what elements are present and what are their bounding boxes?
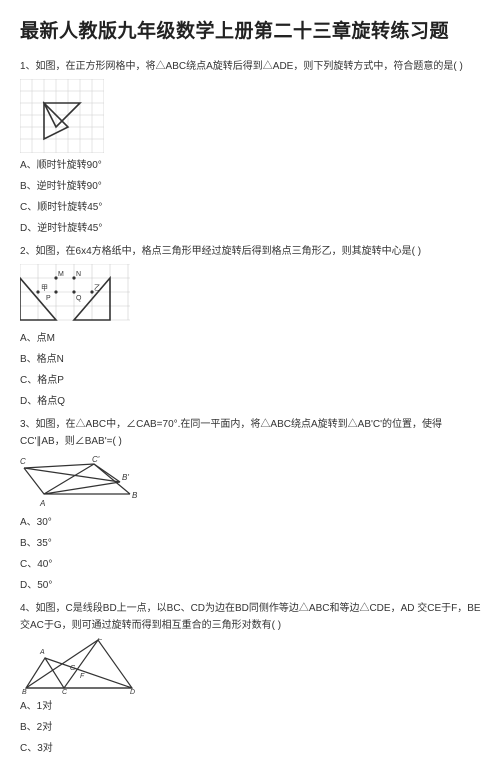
svg-text:B: B [132,491,138,500]
question-2-option-c: C、格点P [20,372,484,389]
question-4-stem: 4、如图，C是线段BD上一点，以BC、CD为边在BD同侧作等边△ABC和等边△C… [20,600,484,634]
svg-text:B': B' [122,473,129,482]
svg-text:A: A [39,649,45,656]
svg-text:乙: 乙 [94,284,101,292]
svg-text:E: E [98,638,103,642]
question-3-option-d: D、50° [20,577,484,594]
question-1-figure [20,79,484,153]
question-2-option-a: A、点M [20,330,484,347]
question-1-option-c: C、顺时针旋转45° [20,199,484,216]
svg-text:P: P [46,295,51,302]
svg-text:C': C' [92,455,100,464]
svg-text:C: C [62,689,68,694]
question-3-figure: C A B C' B' [20,454,484,510]
question-4-figure: B C D A E G F [20,638,484,694]
page-title: 最新人教版九年级数学上册第二十三章旋转练习题 [20,16,484,48]
question-2-figure: 甲 M N Q 乙 P [20,264,484,326]
question-3-option-c: C、40° [20,556,484,573]
question-3-option-b: B、35° [20,535,484,552]
svg-text:C: C [20,457,26,466]
svg-text:F: F [80,673,85,680]
svg-text:A: A [39,499,45,508]
svg-text:B: B [22,689,27,694]
question-4-option-c: C、3对 [20,740,484,757]
svg-text:N: N [76,271,81,278]
question-1-option-b: B、逆时针旋转90° [20,178,484,195]
question-3-option-a: A、30° [20,514,484,531]
svg-text:Q: Q [76,295,82,302]
question-2-option-b: B、格点N [20,351,484,368]
svg-text:D: D [130,689,135,694]
svg-text:M: M [58,271,64,278]
question-1-option-a: A、顺时针旋转90° [20,157,484,174]
question-1-stem: 1、如图，在正方形网格中，将△ABC绕点A旋转后得到△ADE，则下列旋转方式中，… [20,58,484,75]
question-1-option-d: D、逆时针旋转45° [20,220,484,237]
question-3-stem: 3、如图，在△ABC中，∠CAB=70°.在同一平面内，将△ABC绕点A旋转到△… [20,416,484,450]
question-2-stem: 2、如图，在6x4方格纸中，格点三角形甲经过旋转后得到格点三角形乙，则其旋转中心… [20,243,484,260]
question-4-option-b: B、2对 [20,719,484,736]
question-2-option-d: D、格点Q [20,393,484,410]
svg-text:G: G [70,665,76,672]
svg-text:甲: 甲 [41,284,48,292]
